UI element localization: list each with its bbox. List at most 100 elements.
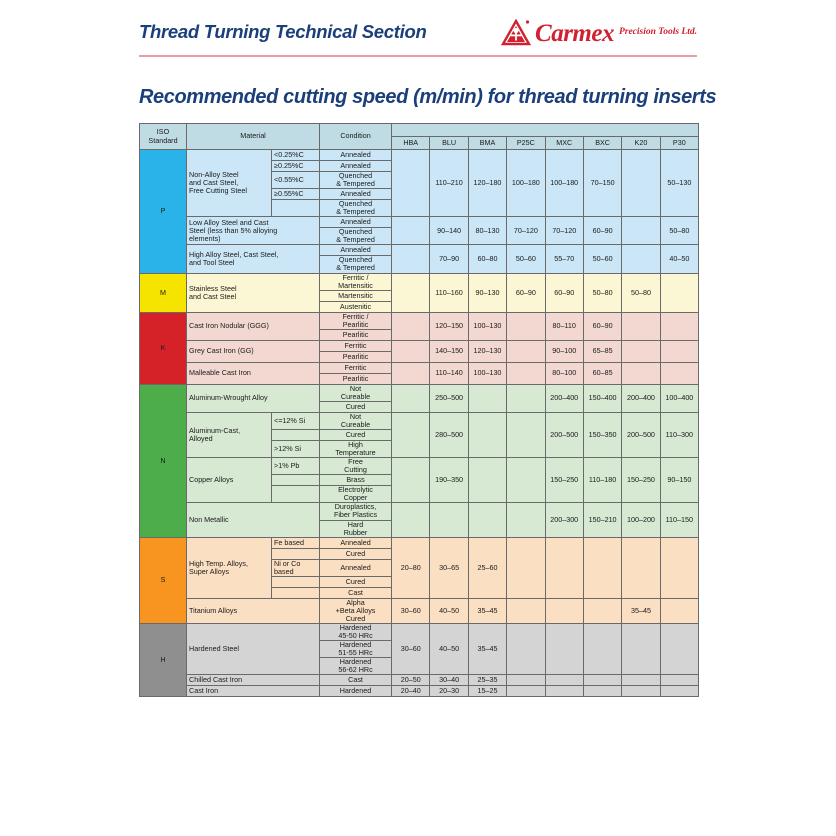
table-row: M Stainless Steel and Cast Steel Ferritic /… <box>139 272 700 313</box>
speed-mxc: 150–250 <box>544 457 584 504</box>
speed-p25c <box>506 536 546 599</box>
speed-bxc <box>582 536 623 599</box>
speed-bxc: 65–85 <box>582 339 623 363</box>
speed-hba: 30–60 <box>391 597 431 624</box>
condition-value: Ferritic <box>319 361 393 374</box>
speed-hba <box>391 411 431 459</box>
condition-value: Quenched & Tempered <box>319 255 393 274</box>
table-row: Copper Alloys >1% Pb Free Cutting 190–350 150… <box>140 457 700 504</box>
speed-p25c <box>506 622 546 676</box>
speed-k20 <box>621 216 661 246</box>
speed-hba <box>391 148 431 218</box>
material-subgroup: <=12% Si <box>270 411 321 431</box>
speed-p30 <box>659 685 700 698</box>
speed-k20 <box>621 674 661 687</box>
speed-hba <box>391 216 431 246</box>
condition-value: Cured <box>319 547 393 560</box>
material-subgroup: ≥0.25%C <box>270 160 321 172</box>
speed-blu: 140–150 <box>429 339 469 363</box>
speed-k20 <box>621 311 661 341</box>
speed-blu: 110–210 <box>429 148 469 218</box>
material-name: Hardened Steel <box>185 622 321 676</box>
condition-value: Hardened <box>319 685 393 698</box>
speed-blu: 70–90 <box>429 244 469 274</box>
condition-value: Annealed <box>319 244 393 257</box>
condition-value: Pearlitic <box>319 350 393 363</box>
table-row: ≥0.55%C Annealed <box>140 188 699 201</box>
condition-value: Pearlitic <box>319 328 393 341</box>
condition-value: Quenched & Tempered <box>319 170 393 190</box>
header-grade-bma: BMA <box>467 136 508 150</box>
speed-hba <box>391 361 431 385</box>
condition-value: Ferritic / Martensitic <box>319 272 393 291</box>
speed-mxc: 200–500 <box>544 411 584 459</box>
speed-p30 <box>659 622 700 676</box>
material-name: Non-Alloy Steel and Cast Steel, Free Cutti… <box>186 148 272 218</box>
speed-mxc <box>544 674 584 687</box>
speed-mxc <box>544 685 584 698</box>
material-name: Copper Alloys <box>186 457 272 504</box>
material-name: Non Metallic <box>185 502 321 538</box>
speed-p30: 40–50 <box>659 244 700 274</box>
speed-bxc: 110–180 <box>582 457 623 504</box>
table-row: High Alloy Steel, Cast Steel, and Tool St… <box>140 244 700 274</box>
iso-standard-N: N <box>139 383 187 538</box>
speed-k20 <box>621 536 661 599</box>
speed-p25c <box>506 457 546 504</box>
speed-hba: 30–60 <box>391 622 431 676</box>
speed-bxc <box>582 685 623 698</box>
speed-bma: 25–60 <box>467 536 508 599</box>
condition-value: Hardened 51-55 HRc <box>319 640 393 659</box>
table-header-row-grades: HBA BLU BMA P25C MXC BXC K20 P30 <box>140 136 700 150</box>
speed-bma: 120–130 <box>467 339 508 363</box>
material-name: Stainless Steel and Cast Steel <box>185 272 321 313</box>
material-subgroup <box>270 485 321 504</box>
table-body: ISO Standard Material Condition HBA BLU BMA P25… <box>139 123 700 698</box>
speed-bma <box>467 502 508 538</box>
speed-k20 <box>621 685 661 698</box>
speed-mxc: 200–400 <box>544 383 584 413</box>
carmex-logo: Carmex Precision Tools Ltd. <box>500 16 697 50</box>
speed-hba: 20–50 <box>391 674 431 687</box>
header-grades-spacer <box>391 123 700 137</box>
material-name: Low Alloy Steel and Cast Steel (less than… <box>185 216 321 246</box>
material-name: Titanium Alloys <box>185 597 321 624</box>
table-row: Hardened 51-55 HRc <box>140 640 699 659</box>
speed-bma: 90–130 <box>467 272 508 313</box>
condition-value: Brass <box>319 474 393 487</box>
speed-bma: 100–130 <box>467 311 508 341</box>
speed-hba <box>391 339 431 363</box>
carmex-triangle-logo-icon <box>500 18 532 47</box>
material-name: Cast Iron <box>185 685 321 698</box>
iso-standard-S: S <box>139 536 187 624</box>
speed-p25c <box>506 674 546 687</box>
speed-blu: 110–160 <box>429 272 469 313</box>
material-subgroup: ≥0.55%C <box>270 188 321 201</box>
iso-standard-H: H <box>139 622 187 698</box>
speed-hba: 20–40 <box>391 685 431 698</box>
speed-p25c: 60–90 <box>506 272 546 313</box>
speed-k20: 100–200 <box>621 502 661 538</box>
speed-bxc: 50–60 <box>582 244 623 274</box>
table-row: Ni or Co based Annealed <box>140 558 699 577</box>
speed-mxc: 60–90 <box>544 272 584 313</box>
speed-bxc <box>582 597 623 624</box>
header-divider <box>139 55 697 57</box>
speed-hba <box>391 244 431 274</box>
speed-bma: 60–80 <box>467 244 508 274</box>
condition-value: Annealed <box>319 149 393 161</box>
speed-p30: 50–130 <box>659 148 700 218</box>
cutting-speed-table-wrapper: ISO Standard Material Condition HBA BLU BMA P25… <box>139 123 700 698</box>
header-grade-p30: P30 <box>659 136 700 150</box>
material-name: Cast Iron Nodular (GGG) <box>185 311 321 341</box>
speed-p25c <box>506 383 546 413</box>
speed-k20 <box>621 244 661 274</box>
header-grade-hba: HBA <box>391 136 431 150</box>
table-row: Quenched & Tempered <box>140 199 699 218</box>
table-row: Hard Rubber <box>140 519 699 538</box>
table-row: Chilled Cast Iron Cast 20–50 30–40 25–35 <box>140 674 700 687</box>
speed-p25c <box>506 411 546 459</box>
speed-blu: 90–140 <box>429 216 469 246</box>
condition-value: Annealed <box>319 160 393 172</box>
speed-blu: 30–40 <box>429 674 469 687</box>
